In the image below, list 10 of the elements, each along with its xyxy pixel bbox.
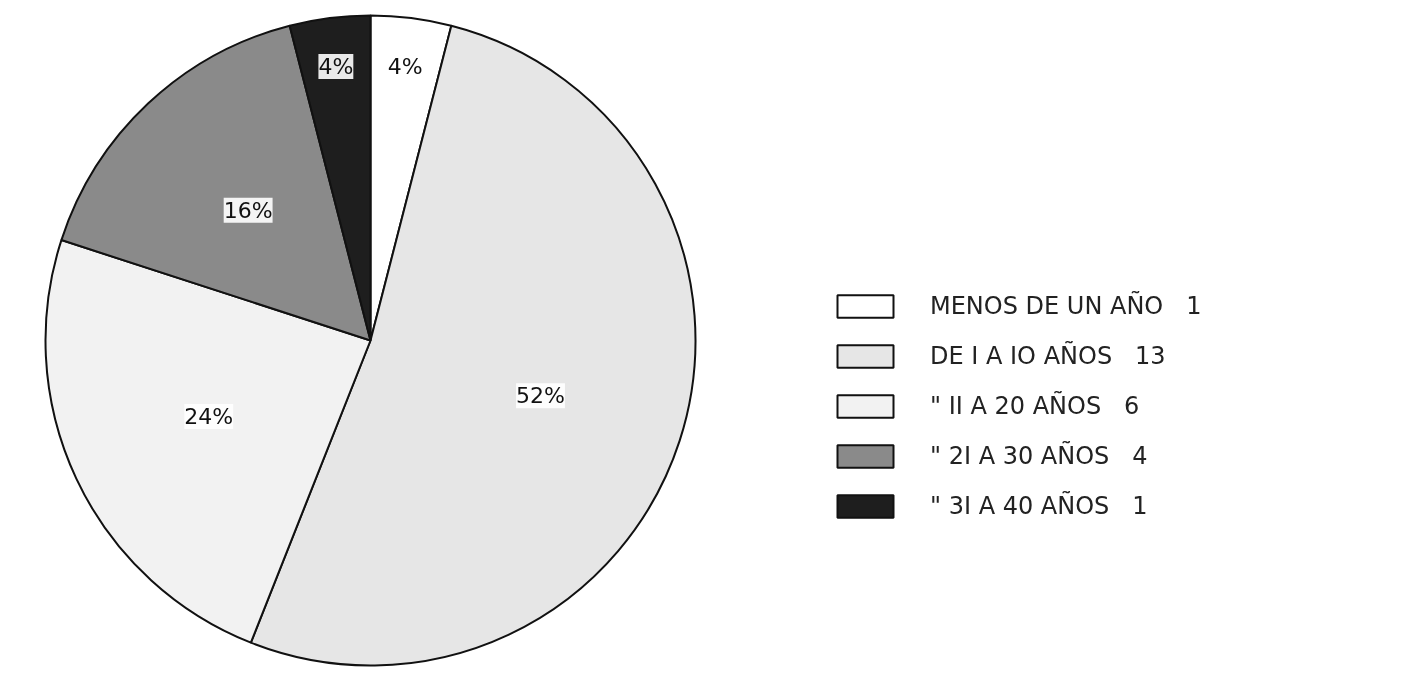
legend-label: " 2I A 30 AÑOS 4	[930, 442, 1148, 470]
data-label: 52%	[516, 383, 565, 409]
legend-label: MENOS DE UN AÑO 1	[930, 292, 1202, 320]
data-label: 16%	[223, 197, 273, 223]
data-label: 24%	[184, 404, 234, 430]
data-label: 4%	[387, 53, 423, 79]
legend-label: " 3I A 40 AÑOS 1	[930, 492, 1148, 520]
data-label: 4%	[318, 53, 354, 79]
legend-label: " II A 20 AÑOS 6	[930, 392, 1140, 420]
legend-label: DE I A IO AÑOS 13	[930, 342, 1166, 370]
